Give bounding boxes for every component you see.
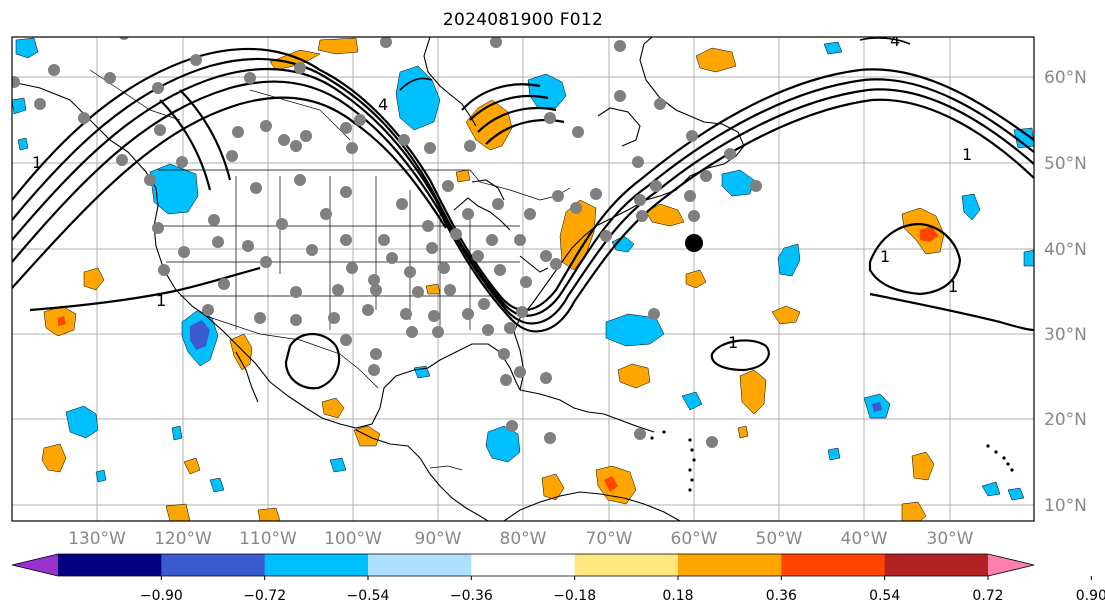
- colorbar-tick-label: 0.72: [972, 588, 1003, 604]
- lon-label: 30°W: [927, 529, 974, 549]
- contour-label: 1: [728, 333, 738, 352]
- latitude-labels: 60°N 50°N 40°N 30°N 20°N 10°N: [1044, 68, 1087, 516]
- colorbar-bin: [678, 554, 782, 576]
- strong-negative-shading: [190, 320, 882, 412]
- colorbar-bin: [161, 554, 266, 576]
- lon-label: 50°W: [756, 529, 803, 549]
- colorbar-bin: [781, 554, 886, 576]
- contour-label: 4: [890, 31, 900, 50]
- colorbar-tick-label: −0.36: [450, 588, 493, 604]
- lat-label: 50°N: [1044, 154, 1087, 174]
- colorbar-tick-label: −0.90: [140, 588, 183, 604]
- map-title: 2024081900 F012: [442, 10, 604, 30]
- lon-label: 80°W: [500, 529, 547, 549]
- contour-label: 1: [880, 247, 890, 266]
- lon-label: 40°W: [841, 529, 888, 549]
- lat-label: 20°N: [1044, 410, 1087, 430]
- colorbar-bin: [368, 554, 472, 576]
- lon-label: 90°W: [415, 529, 462, 549]
- colorbar-bin: [884, 554, 989, 576]
- contour-labels: 1 1 1 1 1 1 4 4: [32, 31, 972, 352]
- colorbar-tick-label: 0.90: [1076, 588, 1105, 604]
- longitude-labels: 130°W 120°W 110°W 100°W 90°W 80°W 70°W 6…: [68, 529, 974, 549]
- lat-label: 60°N: [1044, 68, 1087, 88]
- colorbar-extend-low: [12, 554, 58, 576]
- lon-label: 110°W: [239, 529, 297, 549]
- contour-label: 1: [156, 291, 166, 310]
- colorbar-outline: [11, 553, 1035, 577]
- colorbar-tick-label: 0.18: [662, 588, 693, 604]
- lon-label: 130°W: [68, 529, 126, 549]
- colorbar: −0.90 −0.72 −0.54 −0.36 −0.18 0.18 0.36 0.54 0.7…: [11, 553, 1105, 604]
- colorbar-bin: [58, 554, 162, 576]
- colorbar-tick-label: 0.54: [869, 588, 900, 604]
- political-borders: [89, 69, 571, 471]
- lon-label: 60°W: [671, 529, 718, 549]
- contour-label: 1: [962, 145, 972, 164]
- station-points: [12, 37, 762, 448]
- lon-label: 100°W: [324, 529, 382, 549]
- colorbar-bin: [574, 554, 679, 576]
- map-panel: 1 1 1 1 1 1 4 4: [11, 31, 1035, 522]
- colorbar-tick-label: 0.36: [766, 588, 797, 604]
- colorbar-bin: [471, 554, 576, 576]
- contour-label: 1: [948, 277, 958, 296]
- lon-label: 120°W: [154, 529, 212, 549]
- lat-label: 40°N: [1044, 240, 1087, 260]
- lat-label: 30°N: [1044, 325, 1087, 345]
- colorbar-tick-label: −0.18: [553, 588, 596, 604]
- lat-label: 10°N: [1044, 496, 1087, 516]
- colorbar-tick-label: −0.72: [243, 588, 286, 604]
- contour-label: 4: [378, 95, 388, 114]
- strong-positive-shading: [58, 226, 938, 492]
- contour-label: 1: [32, 153, 42, 172]
- colorbar-extend-high: [988, 554, 1034, 576]
- contour-lines: [12, 37, 1034, 390]
- map-frame: [11, 36, 1035, 522]
- colorbar-tick-label: −0.54: [347, 588, 390, 604]
- lon-label: 70°W: [586, 529, 633, 549]
- colorbar-bin: [264, 554, 369, 576]
- highlight-point: [685, 234, 703, 252]
